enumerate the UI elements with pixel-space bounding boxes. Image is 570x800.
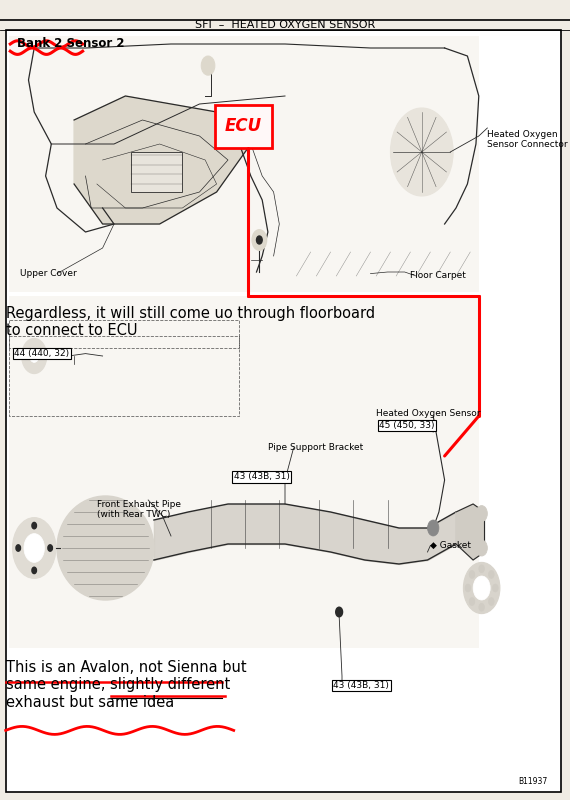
Text: This is an Avalon, not Sienna but
same engine, slightly different
exhaust but sa: This is an Avalon, not Sienna but same e… [6, 660, 246, 710]
Circle shape [201, 56, 215, 75]
Text: 44 (440, 32): 44 (440, 32) [14, 349, 70, 358]
Circle shape [479, 565, 484, 573]
Text: Upper Cover: Upper Cover [20, 269, 77, 278]
FancyBboxPatch shape [215, 105, 272, 148]
Circle shape [488, 598, 494, 606]
Text: Heated Oxygen
Sensor Connector: Heated Oxygen Sensor Connector [487, 130, 568, 149]
FancyBboxPatch shape [9, 296, 479, 648]
Circle shape [473, 576, 490, 600]
Circle shape [32, 567, 36, 574]
Circle shape [465, 584, 471, 592]
Text: ECU: ECU [225, 118, 262, 135]
Circle shape [463, 562, 500, 614]
Text: ◆ Gasket: ◆ Gasket [430, 541, 471, 550]
Polygon shape [74, 96, 251, 224]
Circle shape [390, 108, 453, 196]
Circle shape [476, 506, 487, 522]
Polygon shape [456, 504, 484, 560]
Circle shape [24, 534, 44, 562]
Text: 43 (43B, 31): 43 (43B, 31) [333, 681, 389, 690]
Text: B11937: B11937 [518, 777, 547, 786]
Text: Heated Oxygen Sensor: Heated Oxygen Sensor [376, 409, 481, 418]
Ellipse shape [57, 496, 154, 600]
Circle shape [428, 520, 439, 536]
Circle shape [48, 545, 52, 551]
Circle shape [16, 545, 21, 551]
Circle shape [488, 570, 494, 578]
Text: Pipe Support Bracket: Pipe Support Bracket [268, 443, 363, 453]
Circle shape [492, 584, 498, 592]
Circle shape [22, 338, 47, 374]
Circle shape [479, 603, 484, 611]
Text: Bank 2 Sensor 2: Bank 2 Sensor 2 [17, 37, 125, 50]
FancyBboxPatch shape [131, 152, 182, 192]
Circle shape [32, 522, 36, 529]
Text: Floor Carpet: Floor Carpet [410, 271, 466, 281]
Circle shape [476, 540, 487, 556]
Circle shape [336, 607, 343, 617]
Circle shape [256, 236, 262, 244]
Circle shape [469, 570, 475, 578]
FancyBboxPatch shape [6, 30, 561, 792]
Text: Front Exhaust Pipe
(with Rear TWC): Front Exhaust Pipe (with Rear TWC) [97, 500, 181, 519]
Circle shape [252, 230, 267, 250]
Text: Regardless, it will still come uo through floorboard
to connect to ECU: Regardless, it will still come uo throug… [6, 306, 375, 338]
FancyBboxPatch shape [9, 36, 479, 292]
Text: 45 (450, 33): 45 (450, 33) [379, 421, 434, 430]
Text: SFI  –  HEATED OXYGEN SENSOR: SFI – HEATED OXYGEN SENSOR [195, 20, 375, 30]
Circle shape [30, 350, 39, 362]
Text: 43 (43B, 31): 43 (43B, 31) [234, 472, 290, 482]
Circle shape [469, 598, 475, 606]
Circle shape [13, 518, 56, 578]
